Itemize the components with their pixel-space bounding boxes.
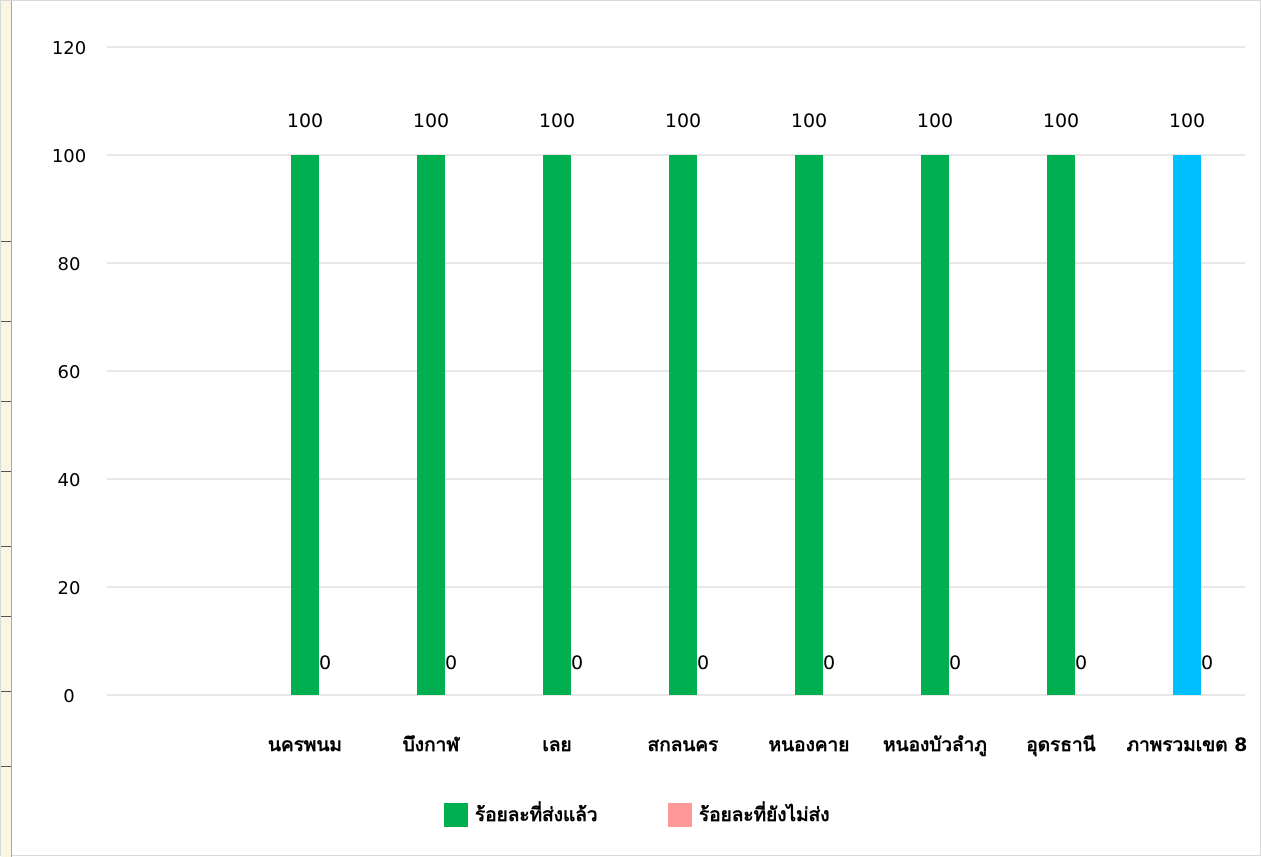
data-label-not-sent: 0: [949, 652, 961, 674]
data-label-not-sent: 0: [697, 652, 709, 674]
y-tick-label: 60: [58, 362, 81, 383]
data-label-not-sent: 0: [823, 652, 835, 674]
x-tick-label: นครพนม: [268, 734, 342, 756]
data-label-sent: 100: [791, 110, 827, 132]
x-tick-label: เลย: [542, 734, 571, 756]
x-tick-label: สกลนคร: [648, 734, 719, 756]
x-tick-label: หนองบัวลำภู: [883, 734, 987, 757]
legend-swatch: [668, 803, 692, 827]
left-edge-strip: [1, 1, 12, 857]
data-label-not-sent: 0: [1201, 652, 1213, 674]
bar-sent: [795, 155, 823, 695]
y-tick-label: 120: [52, 38, 86, 59]
strip-tick: [1, 616, 11, 617]
x-tick-label: ภาพรวมเขต 8: [1127, 734, 1248, 756]
strip-tick: [1, 321, 11, 322]
data-label-sent: 100: [1169, 110, 1205, 132]
data-label-sent: 100: [413, 110, 449, 132]
data-label-not-sent: 0: [1075, 652, 1087, 674]
y-tick-label: 20: [58, 578, 81, 599]
x-tick-label: อุดรธานี: [1026, 734, 1095, 757]
strip-tick: [1, 401, 11, 402]
data-label-not-sent: 0: [319, 652, 331, 674]
data-label-sent: 100: [539, 110, 575, 132]
bar-sent: [1173, 155, 1201, 695]
x-tick-label: หนองคาย: [769, 734, 850, 756]
strip-tick: [1, 471, 11, 472]
legend-swatch: [444, 803, 468, 827]
bar-sent: [921, 155, 949, 695]
data-label-not-sent: 0: [445, 652, 457, 674]
legend-label: ร้อยละที่ยังไม่ส่ง: [699, 801, 830, 826]
strip-tick: [1, 241, 11, 242]
strip-tick: [1, 691, 11, 692]
x-axis: นครพนม บึงกาฬ เลย สกลนคร หนองคาย หนองบัวลำภู อ…: [268, 734, 1247, 757]
data-label-sent: 100: [917, 110, 953, 132]
y-tick-label: 80: [58, 254, 81, 275]
y-tick-label: 100: [52, 146, 86, 167]
bar-sent: [417, 155, 445, 695]
bar-sent: [291, 155, 319, 695]
strip-tick: [1, 546, 11, 547]
y-tick-label: 0: [63, 686, 74, 707]
legend-label: ร้อยละที่ส่งแล้ว: [475, 801, 598, 826]
data-label-sent: 100: [665, 110, 701, 132]
data-label-not-sent: 0: [571, 652, 583, 674]
strip-tick: [1, 766, 11, 767]
y-axis: 0 20 40 60 80 100 120: [52, 38, 86, 707]
bar-sent: [543, 155, 571, 695]
bar-sent: [1047, 155, 1075, 695]
legend: ร้อยละที่ส่งแล้ว ร้อยละที่ยังไม่ส่ง: [444, 801, 830, 827]
data-label-sent: 100: [287, 110, 323, 132]
y-tick-label: 40: [58, 470, 81, 491]
data-labels: 100 0 100 0 100 0 100 0 100 0 100 0 100 0 100 0: [287, 110, 1213, 674]
data-label-sent: 100: [1043, 110, 1079, 132]
bars: [291, 155, 1201, 695]
x-tick-label: บึงกาฬ: [403, 734, 461, 756]
bar-sent: [669, 155, 697, 695]
